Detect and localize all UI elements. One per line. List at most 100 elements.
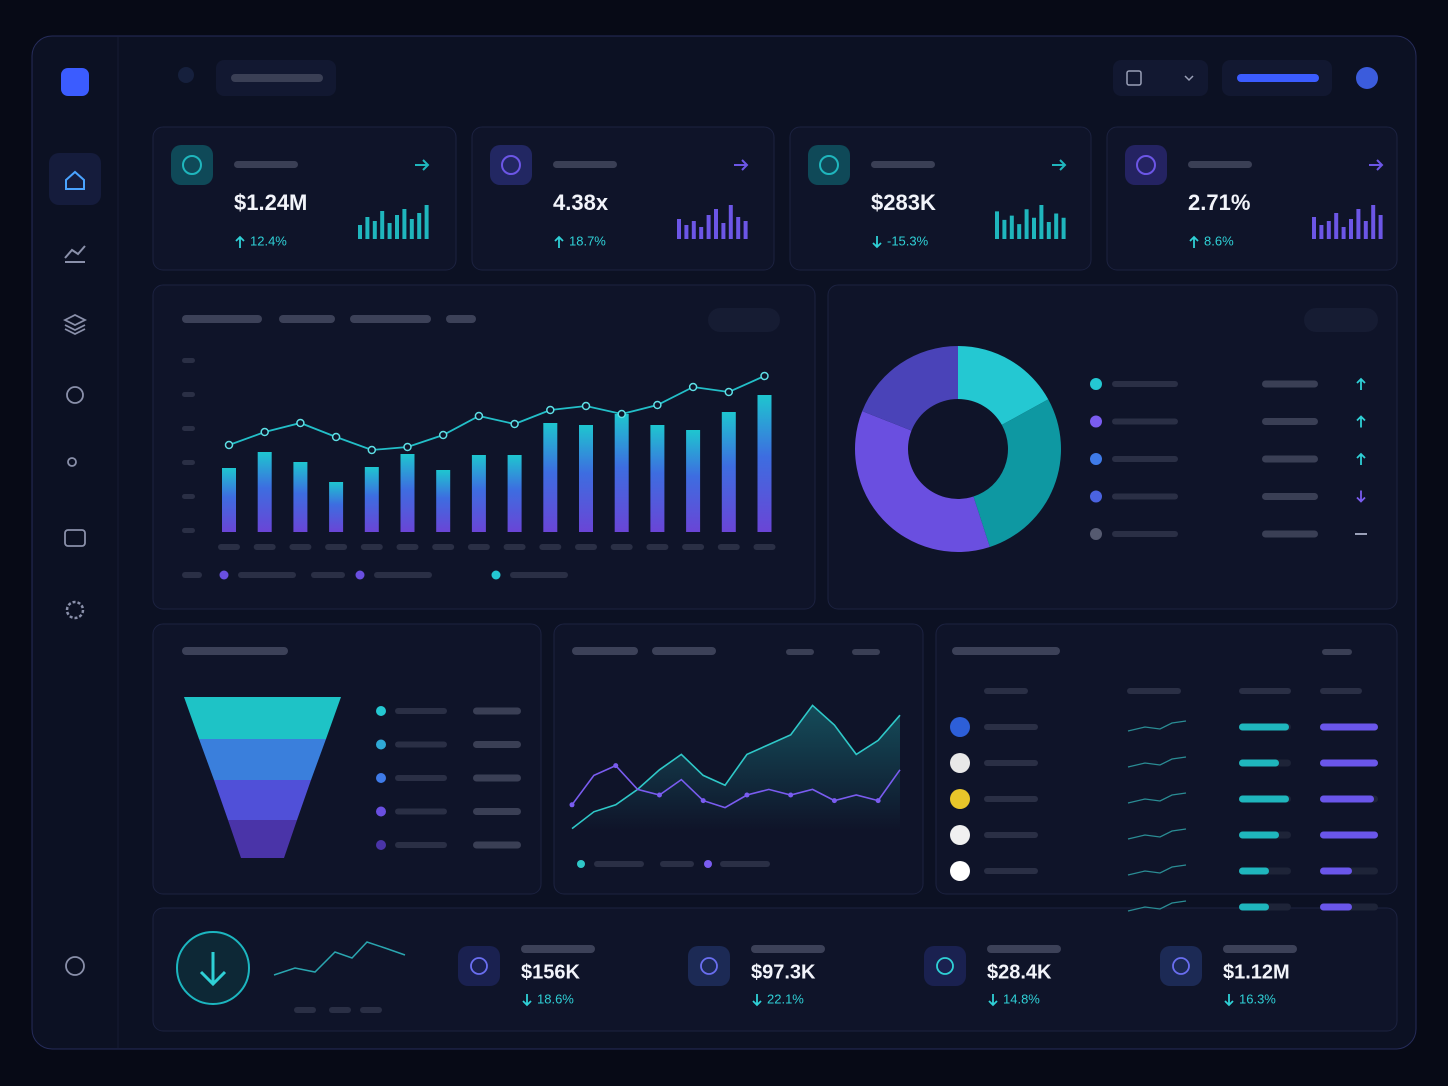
spark-bar xyxy=(691,221,696,239)
date-picker[interactable] xyxy=(1113,60,1208,96)
area-point xyxy=(744,792,750,798)
placeholder xyxy=(984,832,1038,838)
stat-icon xyxy=(688,946,730,986)
down-arrow xyxy=(1224,994,1234,1007)
spark-bar xyxy=(1341,227,1346,239)
line-point xyxy=(760,371,769,381)
placeholder xyxy=(182,494,195,499)
placeholder xyxy=(182,392,195,397)
spark-bar xyxy=(1024,209,1029,239)
line-point xyxy=(510,419,519,429)
placeholder xyxy=(1262,530,1318,538)
placeholder xyxy=(218,544,240,550)
bar xyxy=(614,414,629,532)
chevron xyxy=(1184,75,1194,82)
placeholder xyxy=(182,572,202,578)
legend-dot xyxy=(376,706,386,716)
spark-bar xyxy=(1312,217,1316,239)
legend-dot xyxy=(376,840,386,850)
placeholder xyxy=(234,161,298,168)
spark-bar xyxy=(365,217,370,239)
spark-bar xyxy=(358,225,362,239)
row-icon xyxy=(950,789,970,809)
up-arrow xyxy=(235,235,245,248)
placeholder xyxy=(182,460,195,465)
line-point xyxy=(367,445,377,455)
legend-dot xyxy=(376,806,386,817)
placeholder xyxy=(660,861,694,867)
legend-dot xyxy=(1090,453,1102,465)
spark-bar xyxy=(699,227,704,239)
bar xyxy=(507,455,522,532)
area-point xyxy=(831,798,837,804)
placeholder xyxy=(503,544,526,550)
stat-change: 16.3% xyxy=(1239,991,1276,1006)
home-icon[interactable] xyxy=(65,170,85,190)
placeholder xyxy=(182,358,195,363)
bar xyxy=(257,452,272,532)
row-spark xyxy=(1127,900,1187,912)
funnel-step xyxy=(214,780,311,820)
legend-dot xyxy=(1090,528,1102,540)
funnel-step xyxy=(199,739,326,780)
kpi-change: 18.7% xyxy=(569,233,606,248)
kpi-value: 2.71% xyxy=(1188,190,1250,215)
down-arrow xyxy=(752,994,762,1007)
placeholder xyxy=(395,741,447,748)
settings-icon[interactable] xyxy=(65,600,85,620)
legend-dot xyxy=(704,860,712,868)
legend-dot xyxy=(376,773,386,783)
layers-icon[interactable] xyxy=(62,313,88,336)
target-icon[interactable] xyxy=(66,386,84,404)
down-arrow xyxy=(522,994,532,1007)
legend-dot xyxy=(355,570,365,580)
avatar[interactable] xyxy=(1356,67,1378,89)
placeholder xyxy=(395,842,447,848)
legend-dot xyxy=(1090,490,1102,503)
line-point xyxy=(653,400,662,410)
logo[interactable] xyxy=(61,68,89,96)
spark-bar xyxy=(1009,215,1014,239)
wallet-icon[interactable] xyxy=(64,529,86,547)
stat-change: 14.8% xyxy=(1003,991,1040,1006)
spark-bar xyxy=(677,219,681,239)
help-icon[interactable] xyxy=(65,956,85,976)
placeholder xyxy=(1237,74,1319,82)
up-arrow xyxy=(554,235,564,248)
kpi-icon-glyph xyxy=(182,155,202,175)
legend-dot xyxy=(1090,378,1102,390)
card-link xyxy=(734,159,749,171)
bar xyxy=(757,395,772,532)
nav-active[interactable] xyxy=(49,153,101,205)
card-link xyxy=(1369,159,1384,171)
placeholder xyxy=(575,544,597,550)
analytics-icon[interactable] xyxy=(64,245,86,263)
area-fill xyxy=(572,705,900,830)
spark-bar xyxy=(1326,221,1331,239)
users-icon[interactable] xyxy=(67,457,77,467)
placeholder xyxy=(751,945,825,953)
down-icon xyxy=(199,952,227,987)
area-line xyxy=(571,764,901,809)
row-icon xyxy=(950,753,970,773)
line-point xyxy=(474,411,484,421)
dropdown[interactable] xyxy=(1304,308,1378,332)
placeholder xyxy=(1239,723,1289,731)
line-point xyxy=(403,442,412,452)
legend-dot xyxy=(1090,415,1102,428)
placeholder xyxy=(984,760,1038,766)
up-arrow xyxy=(1356,415,1366,428)
placeholder xyxy=(553,161,617,168)
spark-bar xyxy=(1039,205,1044,239)
spark-bar xyxy=(684,225,689,239)
line-point xyxy=(617,409,626,419)
placeholder xyxy=(1262,493,1318,500)
dropdown[interactable] xyxy=(708,308,780,332)
placeholder xyxy=(289,544,312,550)
placeholder xyxy=(1262,380,1318,388)
kpi-card xyxy=(1106,126,1398,271)
placeholder xyxy=(1223,945,1297,953)
placeholder xyxy=(1239,867,1269,875)
placeholder xyxy=(360,1007,382,1013)
spark-bar xyxy=(395,215,399,239)
